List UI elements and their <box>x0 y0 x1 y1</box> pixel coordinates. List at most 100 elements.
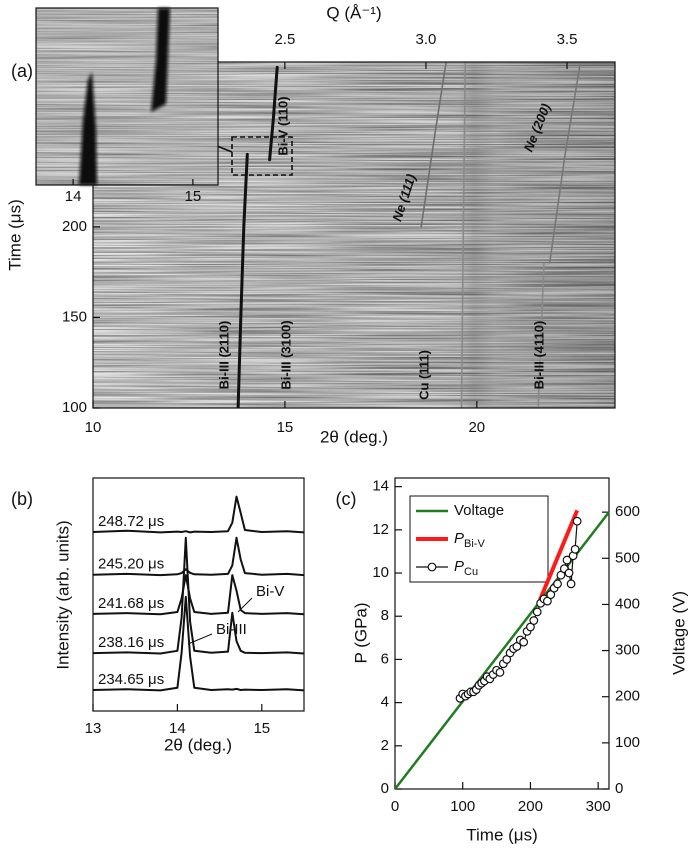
zoom-box <box>231 136 293 176</box>
y-tick-label: 6 <box>381 650 389 667</box>
top-tick-label: 2.5 <box>274 31 295 48</box>
legend-subscript: Bi-V <box>464 538 485 550</box>
legend-name: P <box>454 558 464 575</box>
trace-label: 234.65 μs <box>98 671 164 688</box>
data-point <box>562 555 572 565</box>
diffraction-line <box>537 262 545 408</box>
inset-tick-label: 15 <box>185 188 202 205</box>
peak-annotation: Bi-V <box>256 583 284 600</box>
spectrum <box>92 536 305 655</box>
data-point <box>519 637 529 647</box>
legend-name: P <box>454 530 464 547</box>
plot-frame <box>92 477 305 712</box>
y2-tick-label: 0 <box>615 780 623 797</box>
panel-a: 14 15 10 15 20 100 150 200 2.5 3.0 3.5 2θ (deg.) Ti… <box>5 3 616 446</box>
legend-label: PCu <box>454 558 478 578</box>
panel-c: 0 100 200 300024681012140100200300400500600… <box>336 477 688 844</box>
data-point <box>495 667 505 677</box>
x-axis-label: 2θ (deg.) <box>320 427 388 446</box>
line-annotation: Bi-III (4110) <box>531 321 546 390</box>
line-annotation: Bi-V (110) <box>275 96 290 155</box>
line-annotation: Bi-III (3100) <box>278 320 293 389</box>
plot-frame <box>92 61 616 409</box>
diffraction-line <box>548 62 582 264</box>
panel-b: 248.72 μs 245.20 μs 241.68 μs 238.16 μs 234.… <box>11 477 305 754</box>
inset-streak <box>151 8 170 112</box>
y-tick-label: 200 <box>62 218 87 235</box>
trace-label: 248.72 μs <box>98 513 164 530</box>
diffraction-line <box>460 62 467 408</box>
series-line <box>538 509 580 601</box>
x-tick-label: 15 <box>253 720 270 737</box>
legend-subscript: Cu <box>464 566 478 578</box>
panel-label: (b) <box>11 489 33 509</box>
line-annotation: Cu (111) <box>416 350 431 400</box>
spectrum <box>92 574 305 616</box>
x-tick-label: 10 <box>85 419 102 436</box>
x-tick-label: 200 <box>518 798 543 815</box>
trace-label: 241.68 μs <box>98 595 164 612</box>
legend-name: Voltage <box>454 502 504 519</box>
inset-frame <box>35 7 219 186</box>
panel-label: (a) <box>11 61 33 81</box>
y2-tick-label: 200 <box>615 688 640 705</box>
y2-tick-label: 500 <box>615 549 640 566</box>
inset-noise <box>36 8 218 185</box>
y-tick-label: 10 <box>372 564 389 581</box>
y-tick-label: 8 <box>381 607 389 624</box>
panel-label: (c) <box>336 489 357 509</box>
spectrum <box>92 495 305 534</box>
diffraction-lines <box>236 62 582 408</box>
x-tick-label: 100 <box>450 798 475 815</box>
y-tick-label: 100 <box>62 399 87 416</box>
x-axis-label: 2θ (deg.) <box>164 735 232 754</box>
legend-label: PBi-V <box>454 530 485 550</box>
x-tick-label: 15 <box>277 419 294 436</box>
y-axis-label: Intensity (arb. units) <box>53 520 72 669</box>
spectrum <box>92 595 305 692</box>
y-tick-label: 12 <box>372 521 389 538</box>
top-tick-label: 3.0 <box>416 31 437 48</box>
plot-frame <box>394 477 610 790</box>
y2-tick-label: 100 <box>615 734 640 751</box>
data-point <box>553 579 562 589</box>
y2-tick-label: 300 <box>615 642 640 659</box>
legend-marker <box>427 562 437 572</box>
y-tick-label: 150 <box>62 308 87 325</box>
x-tick-label: 300 <box>586 798 611 815</box>
inset-tick-label: 14 <box>65 188 82 205</box>
data-point <box>572 516 582 526</box>
trace-label: 238.16 μs <box>98 634 164 651</box>
peak-annotation: Bi-III <box>216 621 247 638</box>
y-tick-label: 4 <box>381 694 389 711</box>
leader-line <box>187 633 213 645</box>
top-axis-label: Q (Å⁻¹) <box>326 3 381 22</box>
inset-streak <box>79 72 97 185</box>
trace-label: 245.20 μs <box>98 556 164 573</box>
y-tick-label: 14 <box>372 478 389 495</box>
data-point <box>564 568 574 578</box>
x-tick-label: 20 <box>468 419 485 436</box>
inset: 14 15 <box>35 7 219 205</box>
line-annotation: Bi-III (2110) <box>216 321 231 390</box>
x-tick-label: 0 <box>391 798 399 815</box>
data-point <box>532 607 542 617</box>
y2-axis-label: Voltage (V) <box>669 591 688 675</box>
diffraction-line <box>236 152 249 408</box>
data-point <box>566 579 576 589</box>
y-axis-label: Time (μs) <box>5 199 24 271</box>
x-axis-label: Time (μs) <box>466 825 538 844</box>
spectrum <box>92 536 305 577</box>
data-point <box>529 616 539 625</box>
diffraction-line <box>420 62 447 228</box>
y-tick-label: 2 <box>381 737 389 754</box>
x-tick-label: 14 <box>169 720 186 737</box>
y2-tick-label: 400 <box>615 595 640 612</box>
x-tick-label: 13 <box>85 720 102 737</box>
y2-tick-label: 600 <box>615 503 640 520</box>
data-point <box>570 544 580 554</box>
y-tick-label: 0 <box>381 780 389 797</box>
legend-label: Voltage <box>454 502 504 519</box>
